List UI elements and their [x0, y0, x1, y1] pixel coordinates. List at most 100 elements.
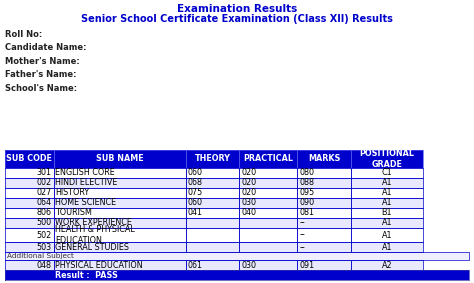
- Bar: [186, 188, 239, 198]
- Bar: [239, 208, 297, 218]
- Bar: [5, 228, 54, 242]
- Bar: [239, 218, 297, 228]
- Text: 090: 090: [299, 198, 314, 207]
- Text: 095: 095: [299, 188, 315, 197]
- Bar: [186, 150, 239, 168]
- Text: 061: 061: [188, 261, 203, 270]
- Bar: [54, 198, 186, 208]
- Bar: [186, 198, 239, 208]
- Text: 081: 081: [299, 208, 314, 217]
- Bar: [54, 188, 186, 198]
- Bar: [351, 168, 423, 178]
- Bar: [297, 188, 351, 198]
- Text: GENERAL STUDIES: GENERAL STUDIES: [55, 243, 129, 252]
- Text: 091: 091: [299, 261, 314, 270]
- Bar: [297, 208, 351, 218]
- Text: 040: 040: [241, 208, 256, 217]
- Bar: [5, 168, 54, 178]
- Bar: [54, 260, 186, 270]
- Bar: [351, 188, 423, 198]
- Text: 064: 064: [36, 198, 52, 207]
- Text: 020: 020: [241, 168, 256, 177]
- Text: PHYSICAL EDUCATION: PHYSICAL EDUCATION: [55, 261, 143, 270]
- Bar: [54, 150, 186, 168]
- Bar: [5, 150, 54, 168]
- Text: HEALTH & PHYSICAL
EDUCATION: HEALTH & PHYSICAL EDUCATION: [55, 226, 135, 245]
- Bar: [54, 178, 186, 188]
- Text: Examination Results: Examination Results: [177, 4, 297, 14]
- Bar: [297, 242, 351, 252]
- Bar: [186, 168, 239, 178]
- Text: A1: A1: [382, 218, 392, 227]
- Bar: [351, 208, 423, 218]
- Text: 080: 080: [299, 168, 314, 177]
- Bar: [186, 260, 239, 270]
- Text: TOURISM: TOURISM: [55, 208, 92, 217]
- Bar: [239, 260, 297, 270]
- Text: MARKS: MARKS: [308, 155, 340, 164]
- Bar: [5, 218, 54, 228]
- Bar: [5, 188, 54, 198]
- Bar: [186, 178, 239, 188]
- Text: A1: A1: [382, 188, 392, 197]
- Bar: [5, 252, 469, 260]
- Bar: [351, 150, 423, 168]
- Text: Roll No:: Roll No:: [5, 30, 42, 39]
- Text: A1: A1: [382, 178, 392, 187]
- Text: Result :  PASS: Result : PASS: [55, 271, 118, 280]
- Text: Mother's Name:: Mother's Name:: [5, 57, 80, 66]
- Bar: [186, 208, 239, 218]
- Bar: [54, 208, 186, 218]
- Text: Father's Name:: Father's Name:: [5, 70, 76, 80]
- Text: 088: 088: [299, 178, 314, 187]
- Text: A1: A1: [382, 230, 392, 239]
- Text: 002: 002: [36, 178, 52, 187]
- Text: 060: 060: [188, 198, 203, 207]
- Bar: [351, 260, 423, 270]
- Text: THEORY: THEORY: [195, 155, 231, 164]
- Bar: [54, 218, 186, 228]
- Bar: [5, 270, 469, 280]
- Text: School's Name:: School's Name:: [5, 84, 77, 93]
- Bar: [351, 218, 423, 228]
- Bar: [351, 242, 423, 252]
- Text: 503: 503: [36, 243, 52, 252]
- Bar: [351, 178, 423, 188]
- Bar: [297, 150, 351, 168]
- Text: WORK EXPERIENCE: WORK EXPERIENCE: [55, 218, 132, 227]
- Bar: [297, 168, 351, 178]
- Bar: [297, 228, 351, 242]
- Text: Senior School Certificate Examination (Class XII) Results: Senior School Certificate Examination (C…: [81, 14, 393, 24]
- Text: 048: 048: [36, 261, 52, 270]
- Bar: [239, 242, 297, 252]
- Bar: [239, 198, 297, 208]
- Text: 075: 075: [188, 188, 203, 197]
- Bar: [239, 178, 297, 188]
- Bar: [54, 228, 186, 242]
- Bar: [186, 218, 239, 228]
- Bar: [239, 168, 297, 178]
- Bar: [297, 260, 351, 270]
- Text: A2: A2: [382, 261, 392, 270]
- Text: Additional Subject: Additional Subject: [7, 253, 74, 259]
- Text: ENGLISH CORE: ENGLISH CORE: [55, 168, 115, 177]
- Bar: [239, 150, 297, 168]
- Bar: [5, 242, 54, 252]
- Text: POSITIONAL
GRADE: POSITIONAL GRADE: [359, 149, 414, 168]
- Text: 301: 301: [36, 168, 52, 177]
- Text: HINDI ELECTIVE: HINDI ELECTIVE: [55, 178, 118, 187]
- Text: 500: 500: [36, 218, 52, 227]
- Text: 068: 068: [188, 178, 203, 187]
- Bar: [297, 198, 351, 208]
- Bar: [297, 178, 351, 188]
- Text: 502: 502: [36, 230, 52, 239]
- Text: SUB NAME: SUB NAME: [96, 155, 144, 164]
- Bar: [186, 228, 239, 242]
- Text: 020: 020: [241, 178, 256, 187]
- Text: 030: 030: [241, 198, 256, 207]
- Text: --: --: [299, 230, 305, 239]
- Bar: [5, 260, 54, 270]
- Text: 027: 027: [36, 188, 52, 197]
- Bar: [5, 198, 54, 208]
- Bar: [239, 228, 297, 242]
